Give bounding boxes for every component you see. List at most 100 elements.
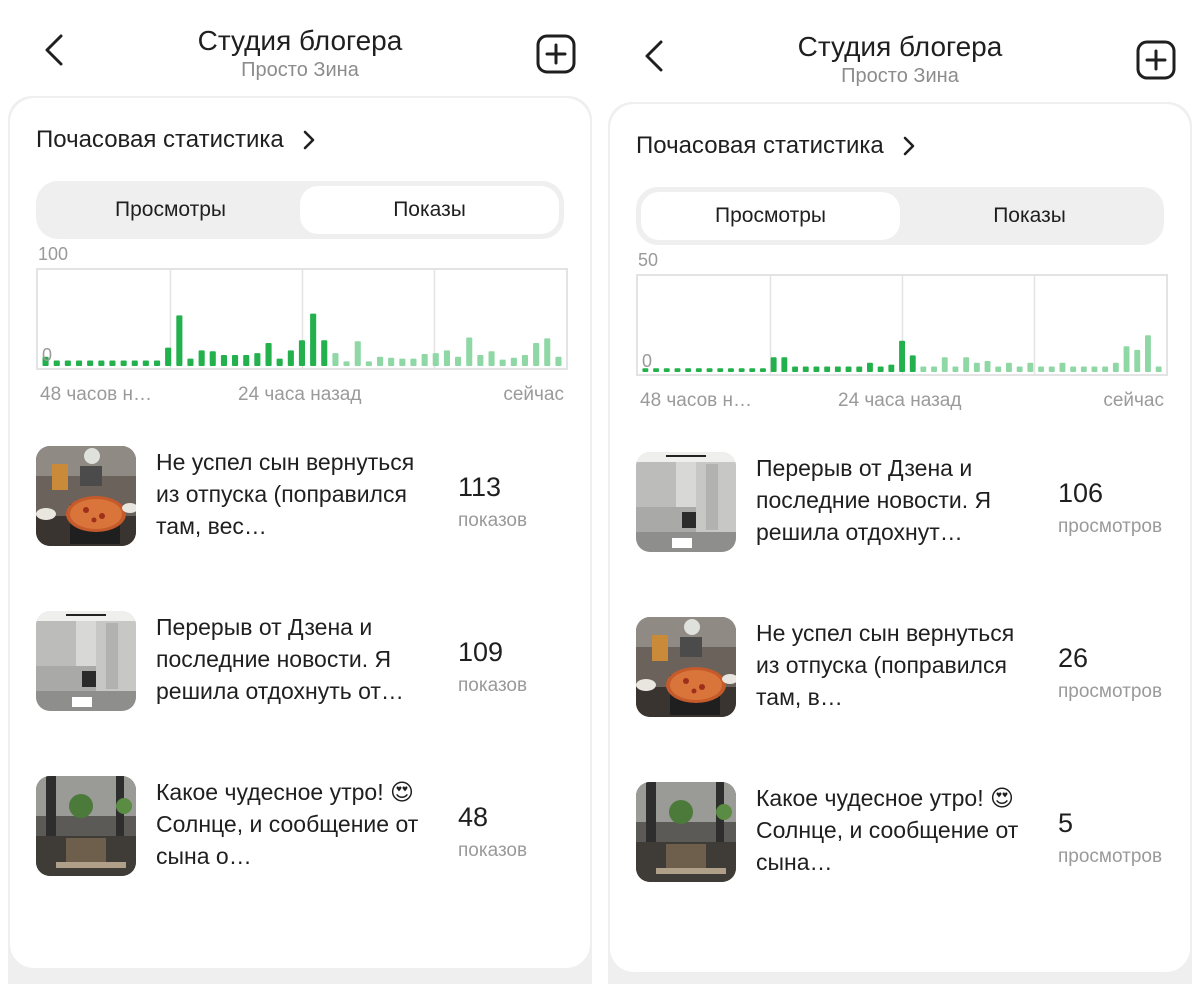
chart-bar	[455, 356, 462, 366]
tab-impressions[interactable]: Показы	[993, 204, 1066, 227]
plus-square-icon	[536, 34, 576, 74]
chart-bar	[533, 343, 540, 366]
x-label-24h: 24 часа назад	[838, 390, 962, 411]
chart-bar	[1134, 349, 1141, 372]
hourly-stats-link[interactable]: Почасовая статистика	[36, 126, 316, 154]
y-axis-zero-label: 0	[642, 351, 653, 371]
page-title: Студия блогера	[197, 25, 403, 56]
publication-thumbnail-kitchen	[36, 611, 136, 711]
publication-item[interactable]: Какое чудесное утро! 😍 Солнце, и сообщен…	[36, 776, 570, 880]
chart-bar	[555, 356, 562, 366]
y-axis-max-label: 50	[638, 250, 659, 270]
chevron-right-icon	[303, 130, 315, 150]
publication-count-unit: показов	[458, 675, 528, 696]
publication-title: Не успел сын вернуться из отпуска (попра…	[756, 620, 1015, 710]
hourly-chart-bars	[42, 270, 562, 368]
chart-bar	[254, 353, 261, 366]
chart-bar	[521, 355, 528, 366]
chart-bar	[813, 366, 820, 372]
publication-title: Какое чудесное утро! 😍 Солнце, и сообщен…	[756, 785, 1019, 875]
hourly-stats-card: Почасовая статистика Просмотры Показы 50…	[610, 104, 1190, 972]
chart-bar	[973, 362, 980, 372]
chart-bar	[109, 360, 116, 366]
chart-bar	[1080, 366, 1087, 372]
chart-bar	[209, 351, 216, 366]
chart-bar	[888, 364, 895, 372]
publication-item[interactable]: Не успел сын вернуться из отпуска (попра…	[636, 617, 1170, 721]
metric-switcher: Просмотры Показы	[636, 187, 1164, 245]
publication-title: Перерыв от Дзена и последние новости. Я …	[156, 614, 404, 704]
chart-bar	[802, 366, 809, 372]
chevron-left-icon	[45, 34, 63, 66]
x-label-now: сейчас	[503, 384, 564, 405]
chart-bar	[198, 350, 205, 366]
chart-bar	[984, 361, 991, 372]
chart-bar	[845, 366, 852, 372]
tab-views[interactable]: Просмотры	[115, 198, 226, 221]
chart-bar	[332, 353, 339, 366]
back-button[interactable]	[32, 28, 76, 72]
publication-item[interactable]: Какое чудесное утро! 😍 Солнце, и сообщен…	[636, 782, 1170, 886]
chart-bar	[738, 368, 745, 372]
hourly-chart: 0	[636, 274, 1168, 376]
header: Студия блогера Просто Зина	[600, 30, 1200, 88]
chart-bar	[856, 366, 863, 372]
publication-count: 113	[458, 472, 502, 502]
chart-bar	[941, 357, 948, 372]
chart-bar	[365, 361, 372, 366]
publication-item[interactable]: Перерыв от Дзена и последние новости. Я …	[36, 611, 570, 715]
chart-bar	[220, 355, 227, 366]
chart-bar	[443, 350, 450, 366]
chart-bar	[354, 341, 361, 366]
chart-bar	[760, 368, 766, 372]
chevron-left-icon	[645, 40, 663, 72]
chart-bar	[243, 355, 250, 366]
chart-bar	[1145, 335, 1151, 372]
chart-bar	[1059, 362, 1066, 372]
x-label-48h: 48 часов н…	[40, 384, 153, 405]
back-button[interactable]	[632, 34, 676, 78]
publication-count: 106	[1058, 478, 1104, 508]
chart-bar	[963, 357, 970, 372]
chart-bar	[544, 338, 551, 366]
chart-bar	[131, 360, 138, 366]
chart-bar	[653, 368, 659, 372]
tab-views[interactable]: Просмотры	[641, 192, 900, 240]
chart-bar	[909, 355, 916, 372]
chart-bar	[276, 358, 283, 366]
publication-item[interactable]: Не успел сын вернуться из отпуска (попра…	[36, 446, 570, 550]
tab-impressions[interactable]: Показы	[300, 186, 559, 234]
chart-bar	[232, 355, 239, 366]
x-label-48h: 48 часов н…	[640, 390, 753, 411]
publication-count: 26	[1058, 643, 1089, 673]
chart-bar	[343, 361, 350, 366]
chart-bar	[1112, 362, 1119, 372]
chart-bar	[142, 360, 149, 366]
chart-bar	[510, 357, 517, 366]
chart-bar	[770, 357, 777, 372]
chart-bar	[298, 340, 305, 366]
publication-item[interactable]: Перерыв от Дзена и последние новости. Я …	[636, 452, 1170, 556]
chart-bar	[42, 356, 49, 366]
chart-bar	[728, 368, 734, 372]
add-publication-button[interactable]	[1136, 40, 1176, 80]
publication-thumbnail-kitchen	[636, 452, 736, 552]
chart-bar	[749, 368, 756, 372]
add-publication-button[interactable]	[536, 34, 576, 74]
chart-bar	[53, 360, 60, 366]
chart-bar	[377, 356, 384, 366]
hourly-stats-link[interactable]: Почасовая статистика	[636, 132, 916, 160]
chart-bar	[1016, 366, 1023, 372]
publication-count-unit: просмотров	[1058, 681, 1163, 702]
chart-bar	[834, 366, 841, 372]
publication-count: 48	[458, 802, 489, 832]
chart-bar	[265, 343, 272, 366]
chart-bar	[388, 357, 395, 366]
studio-screen-left: Студия блогера Просто Зина Почасовая ста…	[8, 25, 592, 984]
publication-thumbnail-balcony	[36, 776, 136, 876]
chart-bar	[421, 354, 428, 366]
chart-bar	[995, 366, 1002, 372]
chart-bar	[120, 360, 127, 366]
chart-bar	[410, 358, 417, 366]
chart-bar	[792, 366, 798, 372]
